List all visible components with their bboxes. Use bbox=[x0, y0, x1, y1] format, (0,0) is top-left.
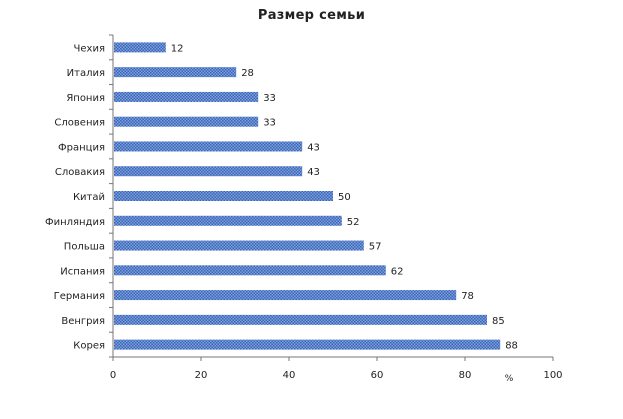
data-label: 50 bbox=[338, 192, 351, 203]
bar bbox=[114, 290, 457, 301]
bar bbox=[114, 191, 333, 201]
data-label: 85 bbox=[492, 316, 505, 327]
data-label: 43 bbox=[307, 142, 320, 153]
bar bbox=[114, 166, 303, 177]
category-label: Словения bbox=[54, 118, 105, 129]
chart-title: Размер семьи bbox=[257, 8, 366, 23]
data-label: 33 bbox=[263, 118, 276, 129]
bar bbox=[114, 116, 259, 127]
x-tick-label: 40 bbox=[283, 370, 296, 381]
category-label: Словакия bbox=[55, 167, 105, 178]
category-label: Германия bbox=[54, 291, 105, 302]
x-tick-label: 20 bbox=[195, 370, 208, 381]
category-label: Италия bbox=[67, 68, 105, 79]
x-tick-label: 100 bbox=[543, 370, 562, 381]
data-label: 28 bbox=[241, 68, 254, 79]
data-label: 62 bbox=[391, 266, 404, 277]
bar bbox=[114, 240, 364, 251]
bar bbox=[114, 141, 303, 152]
data-label: 78 bbox=[461, 291, 474, 302]
data-label: 57 bbox=[369, 242, 382, 253]
bar bbox=[114, 67, 237, 78]
x-tick-label: 80 bbox=[459, 370, 472, 381]
category-label: Польша bbox=[64, 242, 105, 253]
data-label: 52 bbox=[347, 217, 360, 228]
x-tick-label: 60 bbox=[371, 370, 384, 381]
category-label: Венгрия bbox=[61, 316, 105, 327]
x-tick-label: 0 bbox=[110, 370, 116, 381]
bar bbox=[114, 314, 487, 325]
category-label: Испания bbox=[60, 266, 105, 277]
bar bbox=[114, 265, 386, 276]
bar bbox=[114, 215, 342, 226]
category-label: Корея bbox=[73, 341, 105, 352]
data-label: 43 bbox=[307, 167, 320, 178]
x-unit-label: % bbox=[505, 374, 514, 384]
category-label: Франция bbox=[58, 142, 105, 153]
bar bbox=[114, 42, 166, 53]
category-label: Финляндия bbox=[45, 217, 105, 228]
category-label: Китай bbox=[73, 192, 105, 203]
bar bbox=[114, 91, 259, 102]
data-label: 33 bbox=[263, 93, 276, 104]
data-label: 12 bbox=[171, 43, 184, 54]
data-label: 88 bbox=[505, 341, 518, 352]
category-label: Япония bbox=[66, 93, 105, 104]
bar bbox=[114, 339, 501, 350]
category-label: Чехия bbox=[74, 43, 105, 54]
